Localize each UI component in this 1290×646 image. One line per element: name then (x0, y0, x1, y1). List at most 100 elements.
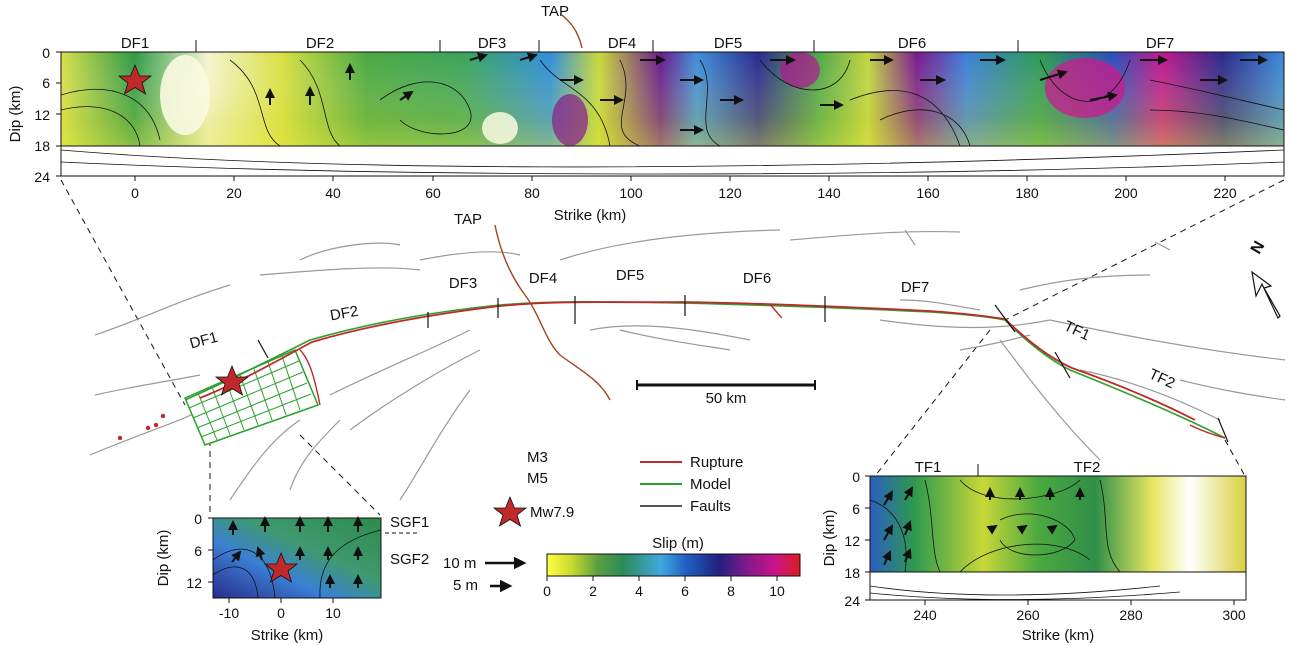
legend-m3: M3 (527, 449, 548, 466)
top-xaxis-ticks (134, 176, 1226, 181)
left-ytick: 12 (186, 575, 202, 591)
scale-bar-label: 50 km (706, 390, 747, 407)
top-yaxis-ticks (56, 51, 61, 177)
left-xtick: 0 (277, 605, 285, 621)
left-hypocenter-star (263, 551, 299, 583)
colorbar-ticks (546, 576, 778, 581)
map-segment-label: DF4 (529, 270, 557, 287)
segment-label-SGF2: SGF2 (390, 551, 429, 568)
right-slip-panel: TF1 TF2 0 6 12 18 24 Dip (km) 240 260 28… (821, 459, 1247, 644)
left-xlabel: Strike (km) (251, 627, 324, 644)
legend-rupture: Rupture (690, 454, 743, 471)
segment-label-SGF1: SGF1 (390, 514, 429, 531)
legend-arrow-5m: 5 m (453, 577, 478, 594)
left-slip-vectors (228, 516, 363, 588)
right-ytick: 0 (852, 469, 860, 485)
segment-label-top-DF5: DF5 (714, 35, 742, 52)
tap-trace-map (494, 224, 611, 401)
top-segment-ticks (195, 40, 1019, 52)
segment-label-top-DF1: DF1 (121, 35, 149, 52)
map-segment-label: TF2 (1146, 366, 1177, 393)
colorbar-tick: 8 (727, 583, 735, 599)
rupture-branch (769, 303, 783, 319)
model-fault-grid-area (184, 349, 319, 446)
top-xlabel: Strike (km) (554, 207, 627, 224)
legend-faults: Faults (690, 498, 731, 515)
projection-lines (60, 179, 1285, 516)
top-hypocenter-star (117, 63, 153, 95)
top-xtick: 180 (1015, 185, 1039, 201)
top-xtick: 120 (718, 185, 742, 201)
north-arrow-icon (1251, 270, 1281, 320)
segment-label-top-DF6: DF6 (898, 35, 926, 52)
right-slip-field (870, 476, 1246, 572)
north-label: N (1248, 238, 1269, 257)
low-slip-patch-df1 (160, 55, 210, 135)
map-epicenter-star (214, 364, 250, 396)
segment-label-TF1: TF1 (915, 459, 942, 476)
right-xlabel: Strike (km) (1022, 627, 1095, 644)
map-segment-label: DF7 (901, 279, 929, 296)
slip-vector (399, 90, 414, 101)
left-xaxis-ticks (228, 598, 334, 603)
top-ytick: 24 (34, 169, 50, 185)
top-ytick: 6 (42, 75, 50, 91)
top-xtick: 40 (325, 185, 341, 201)
map-segment-label: DF6 (743, 270, 771, 287)
top-ytick: 18 (34, 138, 50, 154)
rupture-branch (299, 349, 321, 406)
top-ylabel: Dip (km) (7, 86, 24, 143)
colorbar-tick: 6 (681, 583, 689, 599)
map-segment-label: DF1 (188, 329, 220, 353)
top-xtick: 220 (1213, 185, 1237, 201)
legend-model: Model (690, 476, 731, 493)
map-segment-label: DF3 (449, 275, 477, 292)
right-slip-vectors (882, 486, 1085, 566)
slip-vector (469, 52, 488, 63)
top-xtick: 160 (916, 185, 940, 201)
top-xtick: 60 (425, 185, 441, 201)
tap-label-top: TAP (541, 3, 569, 20)
left-ytick: 6 (194, 543, 202, 559)
top-xtick: 80 (524, 185, 540, 201)
slip-vector (1039, 69, 1068, 81)
colorbar-title: Slip (m) (652, 535, 704, 552)
scale-bar (636, 380, 816, 390)
aftershock-dots (117, 413, 166, 441)
top-contours (60, 59, 1285, 175)
right-xtick: 300 (1222, 607, 1246, 623)
segment-label-TF2: TF2 (1074, 459, 1101, 476)
tap-label-map: TAP (454, 211, 482, 228)
map-segment-boundaries (257, 295, 1229, 443)
high-slip-patch-df4 (552, 94, 588, 146)
colorbar-tick: 10 (769, 583, 785, 599)
left-ylabel: Dip (km) (155, 530, 172, 587)
colorbar-gradient (546, 553, 801, 577)
model-fault-grid (188, 355, 312, 441)
top-xtick: 200 (1114, 185, 1138, 201)
tap-trace-top (561, 14, 583, 49)
map-segment-label: DF2 (329, 303, 360, 325)
left-yaxis-ticks (208, 517, 213, 583)
right-xaxis-ticks (924, 600, 1235, 605)
colorbar-tick: 4 (635, 583, 643, 599)
top-xtick: 100 (619, 185, 643, 201)
legend-arrow-10m: 10 m (443, 555, 476, 572)
segment-label-top-DF3: DF3 (478, 35, 506, 52)
left-ytick: 0 (194, 511, 202, 527)
high-slip-patch-df7 (1045, 58, 1125, 118)
top-slip-panel: DF1 DF2 DF3 DF4 DF5 DF6 DF7 TAP 0 6 12 1… (7, 3, 1285, 224)
right-ytick: 24 (844, 593, 860, 609)
legend: M3 M5 Mw7.9 Rupture Model Faults 10 m 5 … (443, 449, 743, 594)
left-xtick: -10 (219, 605, 239, 621)
model-trace (184, 300, 1226, 439)
right-panel-frame (869, 475, 1247, 601)
legend-m5: M5 (527, 470, 548, 487)
fault-map: TAP DF1 DF2 DF3 DF4 DF5 DF6 DF7 TF1 TF2 (89, 211, 1286, 501)
slip-vector (1089, 91, 1118, 102)
right-ytick: 6 (852, 501, 860, 517)
top-xtick: 140 (817, 185, 841, 201)
slip-vector (519, 52, 538, 63)
map-segment-label: TF1 (1061, 318, 1092, 345)
right-ytick: 18 (844, 565, 860, 581)
